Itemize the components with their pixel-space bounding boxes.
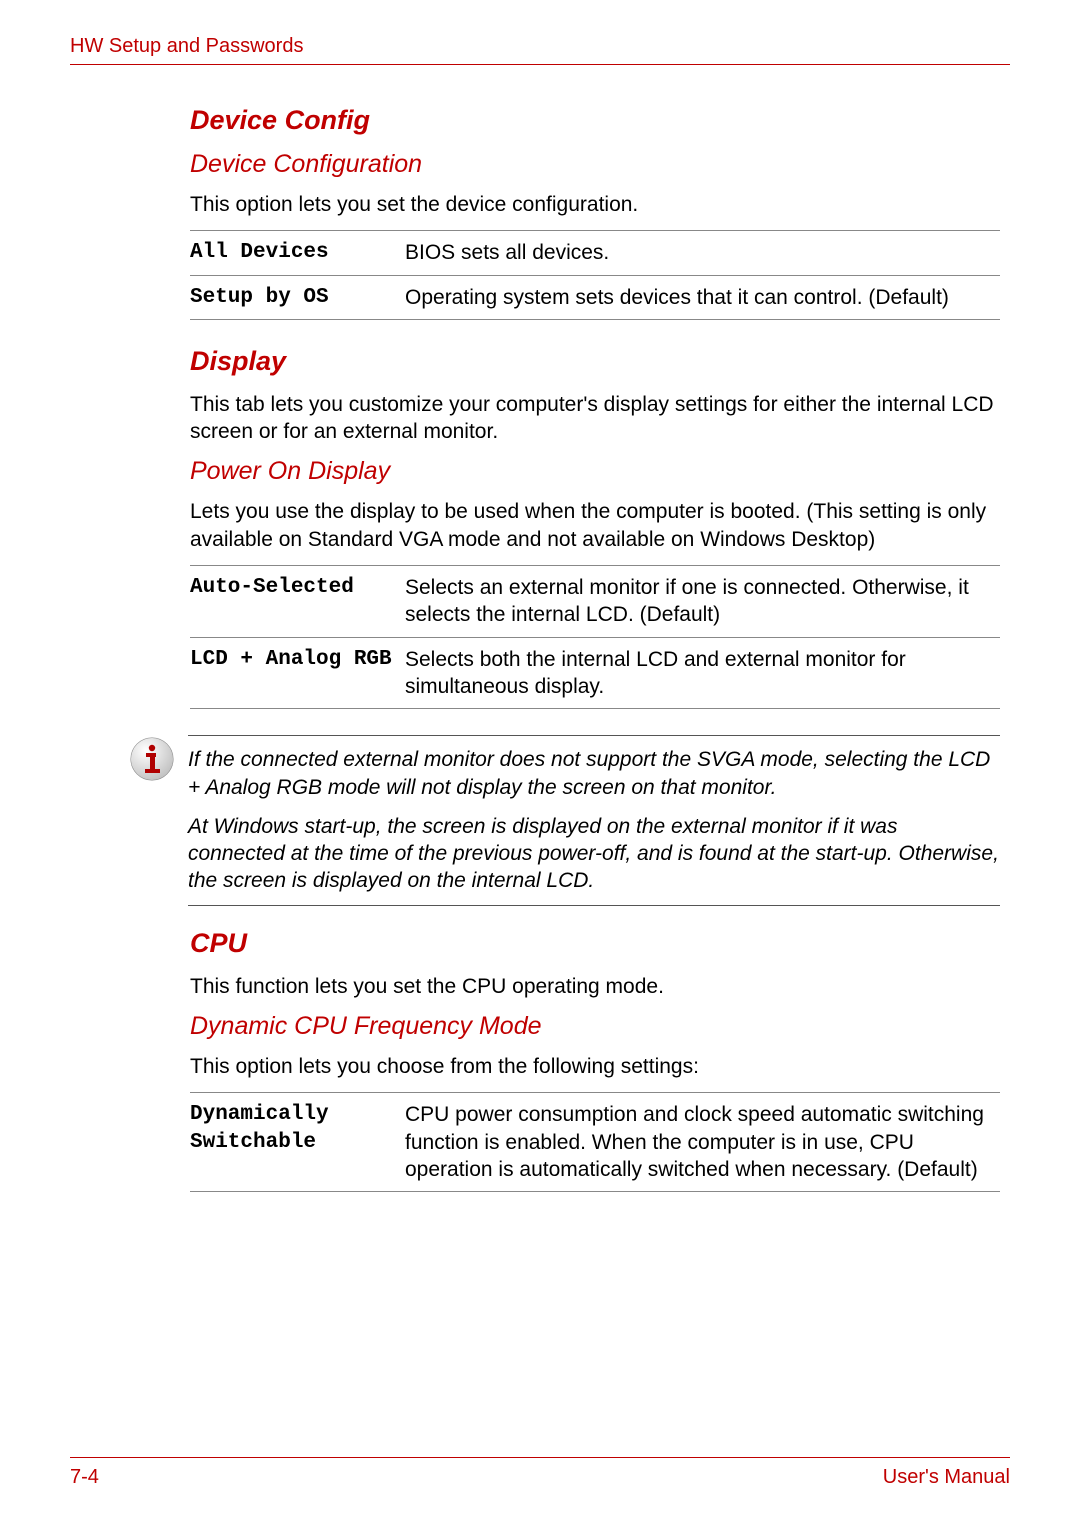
table-power-on-display: Auto-Selected Selects an external monito… (190, 565, 1000, 709)
text-dynamic-cpu-intro: This option lets you choose from the fol… (190, 1053, 1000, 1080)
text-device-config-intro: This option lets you set the device conf… (190, 191, 1000, 218)
page-header: HW Setup and Passwords (70, 35, 1010, 65)
option-label: LCD + Analog RGB (190, 637, 405, 709)
note-paragraph: At Windows start-up, the screen is displ… (188, 813, 1000, 895)
option-desc: Selects an external monitor if one is co… (405, 566, 1000, 638)
subheading-power-on-display: Power On Display (190, 457, 1000, 486)
option-desc: CPU power consumption and clock speed au… (405, 1093, 1000, 1192)
heading-cpu: CPU (190, 928, 1000, 959)
note-content: If the connected external monitor does n… (188, 735, 1000, 905)
footer-page-number: 7-4 (70, 1466, 99, 1489)
info-icon (130, 737, 174, 781)
table-row: Dynamically Switchable CPU power consump… (190, 1093, 1000, 1192)
option-label: Dynamically Switchable (190, 1093, 405, 1192)
table-device-config: All Devices BIOS sets all devices. Setup… (190, 230, 1000, 320)
option-label: Auto-Selected (190, 566, 405, 638)
table-row: Auto-Selected Selects an external monito… (190, 566, 1000, 638)
text-display-intro: This tab lets you customize your compute… (190, 391, 1000, 446)
page-footer: 7-4 User's Manual (70, 1457, 1010, 1489)
header-section-title: HW Setup and Passwords (70, 35, 303, 58)
main-content: Device Config Device Configuration This … (190, 105, 1000, 1192)
heading-device-config: Device Config (190, 105, 1000, 136)
option-desc: Operating system sets devices that it ca… (405, 275, 1000, 319)
table-row: Setup by OS Operating system sets device… (190, 275, 1000, 319)
note-paragraph: If the connected external monitor does n… (188, 746, 1000, 801)
text-power-on-display-intro: Lets you use the display to be used when… (190, 498, 1000, 553)
subheading-device-configuration: Device Configuration (190, 150, 1000, 179)
option-desc: BIOS sets all devices. (405, 231, 1000, 275)
table-dynamic-cpu: Dynamically Switchable CPU power consump… (190, 1092, 1000, 1192)
table-row: All Devices BIOS sets all devices. (190, 231, 1000, 275)
table-row: LCD + Analog RGB Selects both the intern… (190, 637, 1000, 709)
subheading-dynamic-cpu-freq: Dynamic CPU Frequency Mode (190, 1012, 1000, 1041)
option-label: All Devices (190, 231, 405, 275)
option-label: Setup by OS (190, 275, 405, 319)
heading-display: Display (190, 346, 1000, 377)
option-desc: Selects both the internal LCD and extern… (405, 637, 1000, 709)
text-cpu-intro: This function lets you set the CPU opera… (190, 973, 1000, 1000)
footer-doc-title: User's Manual (883, 1466, 1010, 1489)
note-block: If the connected external monitor does n… (130, 735, 1000, 905)
